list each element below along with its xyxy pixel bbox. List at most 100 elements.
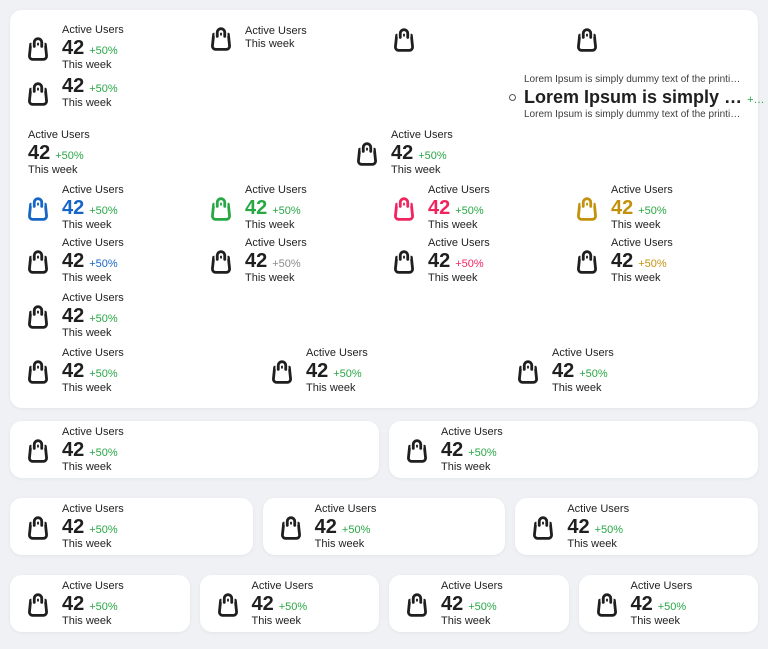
shopping-bag-icon [353, 139, 381, 167]
stat-widget: Active Users 42 +50% This week [268, 347, 368, 395]
shopping-bag-icon [207, 194, 235, 222]
stat-value: 42 [62, 37, 85, 59]
stat-value: 42 [62, 75, 85, 97]
stat-label: Active Users [611, 237, 673, 249]
stat-label: Active Users [306, 347, 368, 359]
stat-label: Active Users [441, 579, 503, 592]
stat-value-row: 42 +50% [611, 197, 673, 219]
stat-value-row: 42 +50% [552, 360, 614, 382]
cards-row-three: Active Users 42 +50% This week Active Us… [10, 498, 759, 555]
stat-delta: +50% [89, 258, 118, 270]
stats-overview-card: Active Users 42 +50% This week Active Us… [10, 10, 765, 408]
shopping-bag-icon [268, 357, 296, 385]
stat-widget: Active Users 42 +50% This week [573, 184, 673, 232]
stat-card: Active Users 42 +50% This week [515, 498, 759, 555]
stat-value-row: 42 +50% [611, 250, 673, 272]
stat-card: Active Users 42 +50% This week [578, 575, 758, 632]
stat-widget: Active Users 42 +50% This week [390, 237, 490, 285]
stat-delta: +50% [89, 368, 118, 380]
cards-row-two: Active Users 42 +50% This week Active Us… [10, 421, 758, 478]
stat-text: Active Users 42 +50% This week [252, 580, 314, 628]
stat-label: Active Users [567, 502, 630, 515]
stat-card: Active Users 42 +50% This week [389, 421, 758, 478]
stat-value: 42 [441, 592, 464, 615]
stat-value: 42 [441, 438, 464, 461]
shopping-bag-icon [24, 247, 52, 275]
shopping-bag-icon [24, 34, 52, 62]
stat-widget: Active Users 42 +50% This week [24, 503, 124, 551]
stat-value: 42 [28, 142, 51, 164]
stat-value-row: 42 +50% [441, 439, 503, 461]
stat-label: Active Users [251, 579, 314, 592]
stat-label: Active Users [62, 292, 124, 304]
stat-value: 42 [62, 250, 85, 272]
stat-delta: +50% [341, 523, 371, 536]
stat-value-row: 42 +50% [306, 360, 368, 382]
stat-subtitle: This week [62, 97, 112, 109]
stat-value-row: 42 +50% [441, 593, 503, 615]
shopping-bag-icon [24, 79, 52, 107]
stat-value: 42 [314, 515, 337, 538]
stat-label: Active Users [62, 24, 124, 36]
stat-text: Active Users 42 +50% This week [631, 580, 693, 628]
lorem-line-bottom: Lorem Ipsum is simply dummy text of the … [524, 109, 744, 120]
stat-value: 42 [62, 515, 85, 538]
shopping-bag-icon [24, 513, 52, 541]
stat-subtitle: This week [428, 272, 478, 284]
stat-label: Active Users [428, 184, 490, 196]
stat-value-row: 42 +50% [62, 360, 124, 382]
stat-label: Active Users [28, 129, 90, 141]
stat-widget: Active Users 42 +50% This week [24, 580, 124, 628]
shopping-bag-icon [573, 194, 601, 222]
stat-subtitle: This week [245, 38, 295, 50]
stat-widget: Active Users 42 +50% This week [24, 24, 124, 72]
stat-subtitle: This week [62, 219, 112, 231]
stat-value-row: 42 +50% [28, 142, 90, 164]
stat-subtitle: This week [62, 382, 112, 394]
stat-value-row: 42 +50% [245, 197, 307, 219]
stat-delta: +50% [418, 150, 447, 162]
stat-text: Active Users 42 +50% This week [567, 503, 629, 551]
stat-text: Active Users 42 +50% This week [611, 184, 673, 232]
stat-subtitle: This week [245, 272, 295, 284]
stat-text: Active Users 42 +50% This week [62, 24, 124, 72]
stat-subtitle: This week [428, 219, 478, 231]
shopping-bag-icon [277, 513, 305, 541]
stat-label: Active Users [62, 347, 124, 359]
stat-subtitle: This week [62, 272, 112, 284]
shopping-bag-icon [24, 357, 52, 385]
stat-value-row: 42 +50% [315, 516, 377, 538]
stat-label: Active Users [245, 184, 307, 196]
stat-text: Active Users 42 +50% This week [611, 237, 673, 285]
stat-delta: +50% [89, 45, 118, 57]
stat-subtitle: This week [630, 614, 681, 627]
stat-text: Active Users 42 +50% This week [315, 503, 377, 551]
stat-text: Active Users 42 +50% This week [62, 580, 124, 628]
cards-row-four: Active Users 42 +50% This week Active Us… [10, 575, 758, 632]
stat-value: 42 [245, 197, 268, 219]
shopping-bag-icon [390, 25, 418, 53]
stat-text: Active Users 42 +50% This week [306, 347, 368, 395]
stat-delta: +50% [579, 368, 608, 380]
stat-widget: Active Users 42 +50% This week [24, 426, 124, 474]
stat-text: Active Users 42 +50% This week [62, 237, 124, 285]
stat-text: Active Users 42 +50% This week [62, 503, 124, 551]
stat-value: 42 [306, 360, 329, 382]
shopping-bag-icon [390, 247, 418, 275]
stat-subtitle: This week [62, 460, 112, 473]
stat-value-row: 42 +50% [252, 593, 314, 615]
stat-widget: Active Users 42 +50% This week [593, 580, 693, 628]
stat-delta: +50% [468, 600, 497, 613]
shopping-bag-icon [24, 436, 52, 464]
stat-widget: Active Users 42 +50% This week [403, 580, 503, 628]
shopping-bag-icon [24, 590, 52, 618]
stat-value: 42 [251, 592, 274, 615]
stat-value-row: 42 +50% [631, 593, 693, 615]
stat-widget: Active Users 42 +50% This week [573, 237, 673, 285]
stat-value: 42 [630, 592, 653, 615]
stat-text: Active Users 42 +50% This week [62, 184, 124, 232]
shopping-bag-icon [390, 194, 418, 222]
stat-delta: +50% [594, 523, 624, 536]
stat-subtitle: This week [314, 537, 365, 550]
stat-label: Active Users [62, 425, 124, 438]
